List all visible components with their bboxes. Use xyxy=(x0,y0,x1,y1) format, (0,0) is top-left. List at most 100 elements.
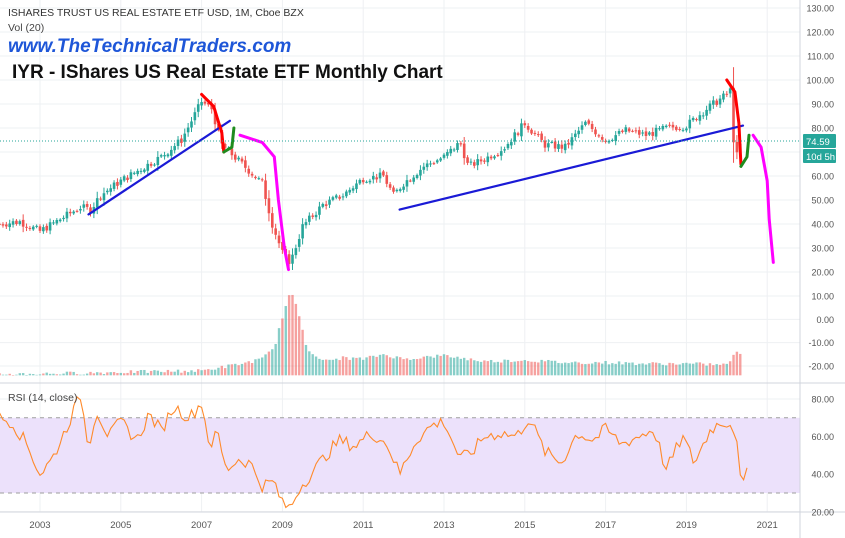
candle-body xyxy=(506,143,510,149)
volume-bar xyxy=(106,372,109,376)
candle-body xyxy=(361,180,365,183)
volume-bar xyxy=(193,371,197,376)
candle-body xyxy=(139,170,143,172)
candle-body xyxy=(442,154,446,158)
candle-body xyxy=(483,160,486,162)
candle-body xyxy=(547,143,550,148)
candle-body xyxy=(607,140,611,143)
volume-bar xyxy=(133,372,136,376)
candle-body xyxy=(705,109,708,116)
candle-body xyxy=(0,223,1,225)
candle-body xyxy=(25,226,28,228)
candle-body xyxy=(321,203,325,207)
volume-bar xyxy=(547,359,550,376)
volume-bar xyxy=(503,359,506,376)
volume-bar xyxy=(264,354,267,376)
volume-bar xyxy=(173,371,176,376)
candle-body xyxy=(126,177,129,181)
volume-bar xyxy=(627,362,631,376)
volume-bar xyxy=(220,365,223,376)
candle-body xyxy=(116,181,119,186)
volume-bar xyxy=(516,361,520,376)
candle-body xyxy=(291,254,294,264)
volume-bar xyxy=(119,372,122,376)
volume-bar xyxy=(722,363,725,376)
volume-bar xyxy=(277,328,281,376)
candle-body xyxy=(476,159,479,166)
candle-body xyxy=(85,203,89,207)
volume-bar xyxy=(476,361,479,376)
red-curve-2007 xyxy=(200,92,226,154)
volume-bar xyxy=(362,359,365,376)
last-price-value: 74.59 xyxy=(806,137,830,148)
year-tick-label: 2013 xyxy=(433,520,454,531)
candle-body xyxy=(422,166,426,170)
volume-bar xyxy=(207,369,210,376)
candle-body xyxy=(119,179,123,185)
candle-body xyxy=(489,156,493,159)
volume-bar xyxy=(614,363,617,376)
candle-body xyxy=(378,172,382,179)
candle-body xyxy=(466,157,469,163)
volume-tick-label: 0.00 xyxy=(816,315,834,325)
volume-bar xyxy=(513,361,516,376)
candle-body xyxy=(355,183,358,190)
candle-body xyxy=(496,154,500,156)
volume-bar xyxy=(45,372,48,376)
volume-bar xyxy=(489,359,493,376)
volume-bar xyxy=(388,357,392,376)
candle-body xyxy=(372,175,375,180)
candle-body xyxy=(358,179,362,184)
candle-body xyxy=(200,102,203,106)
volume-bar xyxy=(217,367,220,376)
candle-body xyxy=(348,189,352,193)
price-tick-label: 50.00 xyxy=(811,196,834,206)
volume-bar xyxy=(449,357,452,376)
rsi-tick-label: 20.00 xyxy=(811,507,834,517)
candle-body xyxy=(193,112,197,121)
candle-body xyxy=(405,180,409,187)
candle-body xyxy=(207,102,210,105)
candle-body xyxy=(584,121,587,126)
candle-body xyxy=(45,225,49,231)
candle-body xyxy=(277,235,281,244)
candle-body xyxy=(233,154,237,160)
volume-bar xyxy=(129,370,133,376)
volume-bar xyxy=(11,375,15,376)
price-tick-label: 30.00 xyxy=(811,244,834,254)
volume-bar xyxy=(422,356,425,376)
volume-bar xyxy=(691,363,695,376)
volume-bar xyxy=(590,363,594,376)
chart-title: IYR - IShares US Real Estate ETF Monthly… xyxy=(12,62,443,83)
candle-body xyxy=(163,155,166,157)
volume-bar xyxy=(75,374,79,376)
volume-bar xyxy=(32,374,35,376)
volume-bar xyxy=(48,373,52,376)
volume-bar xyxy=(543,361,547,376)
volume-bar xyxy=(432,357,436,376)
candle-body xyxy=(341,196,345,198)
candle-body xyxy=(257,178,261,180)
volume-bar xyxy=(624,362,627,376)
volume-bar xyxy=(621,364,624,376)
candle-body xyxy=(129,172,133,180)
volume-bar xyxy=(372,355,375,376)
candle-body xyxy=(698,115,702,121)
volume-bar xyxy=(644,364,648,376)
candle-body xyxy=(621,130,624,132)
volume-bar xyxy=(281,318,284,376)
candle-body xyxy=(166,154,170,157)
volume-bar xyxy=(301,329,304,376)
volume-bar xyxy=(735,351,739,376)
volume-bar xyxy=(244,362,247,376)
candle-body xyxy=(462,143,466,159)
volume-bar xyxy=(200,370,203,376)
candle-body xyxy=(661,125,665,130)
candle-body xyxy=(395,189,399,192)
candle-body xyxy=(459,143,463,145)
green-curve-2007 xyxy=(222,126,236,154)
volume-bar xyxy=(702,363,705,376)
candle-body xyxy=(170,149,173,156)
volume-bar xyxy=(318,358,321,376)
